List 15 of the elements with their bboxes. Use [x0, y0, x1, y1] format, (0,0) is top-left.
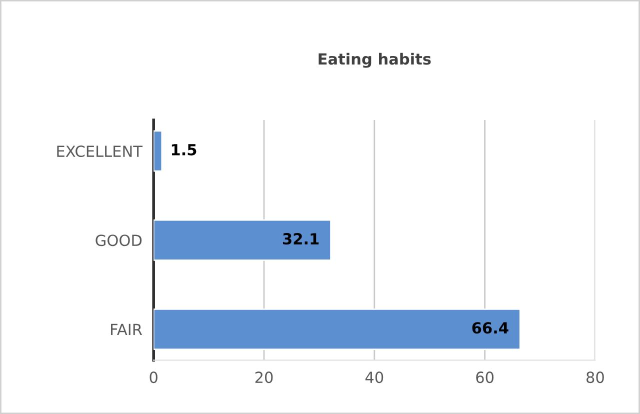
- x-tick-label: 0: [150, 372, 158, 384]
- y-tick-label: GOOD: [96, 234, 142, 246]
- bar: [154, 219, 332, 261]
- x-tick-label: 20: [255, 372, 273, 384]
- bar: [154, 130, 163, 172]
- y-tick-label: FAIR: [111, 324, 142, 336]
- data-label: 66.4: [472, 322, 508, 334]
- data-label: 1.5: [172, 144, 196, 156]
- x-tick-label: 40: [365, 372, 384, 384]
- y-tick-label: EXCELLENT: [57, 145, 143, 158]
- bar: [154, 308, 521, 350]
- chart-title: Eating habits: [318, 52, 431, 68]
- x-tick-label: 80: [586, 372, 604, 384]
- data-label: 32.1: [283, 232, 319, 245]
- x-tick-label: 60: [476, 372, 494, 384]
